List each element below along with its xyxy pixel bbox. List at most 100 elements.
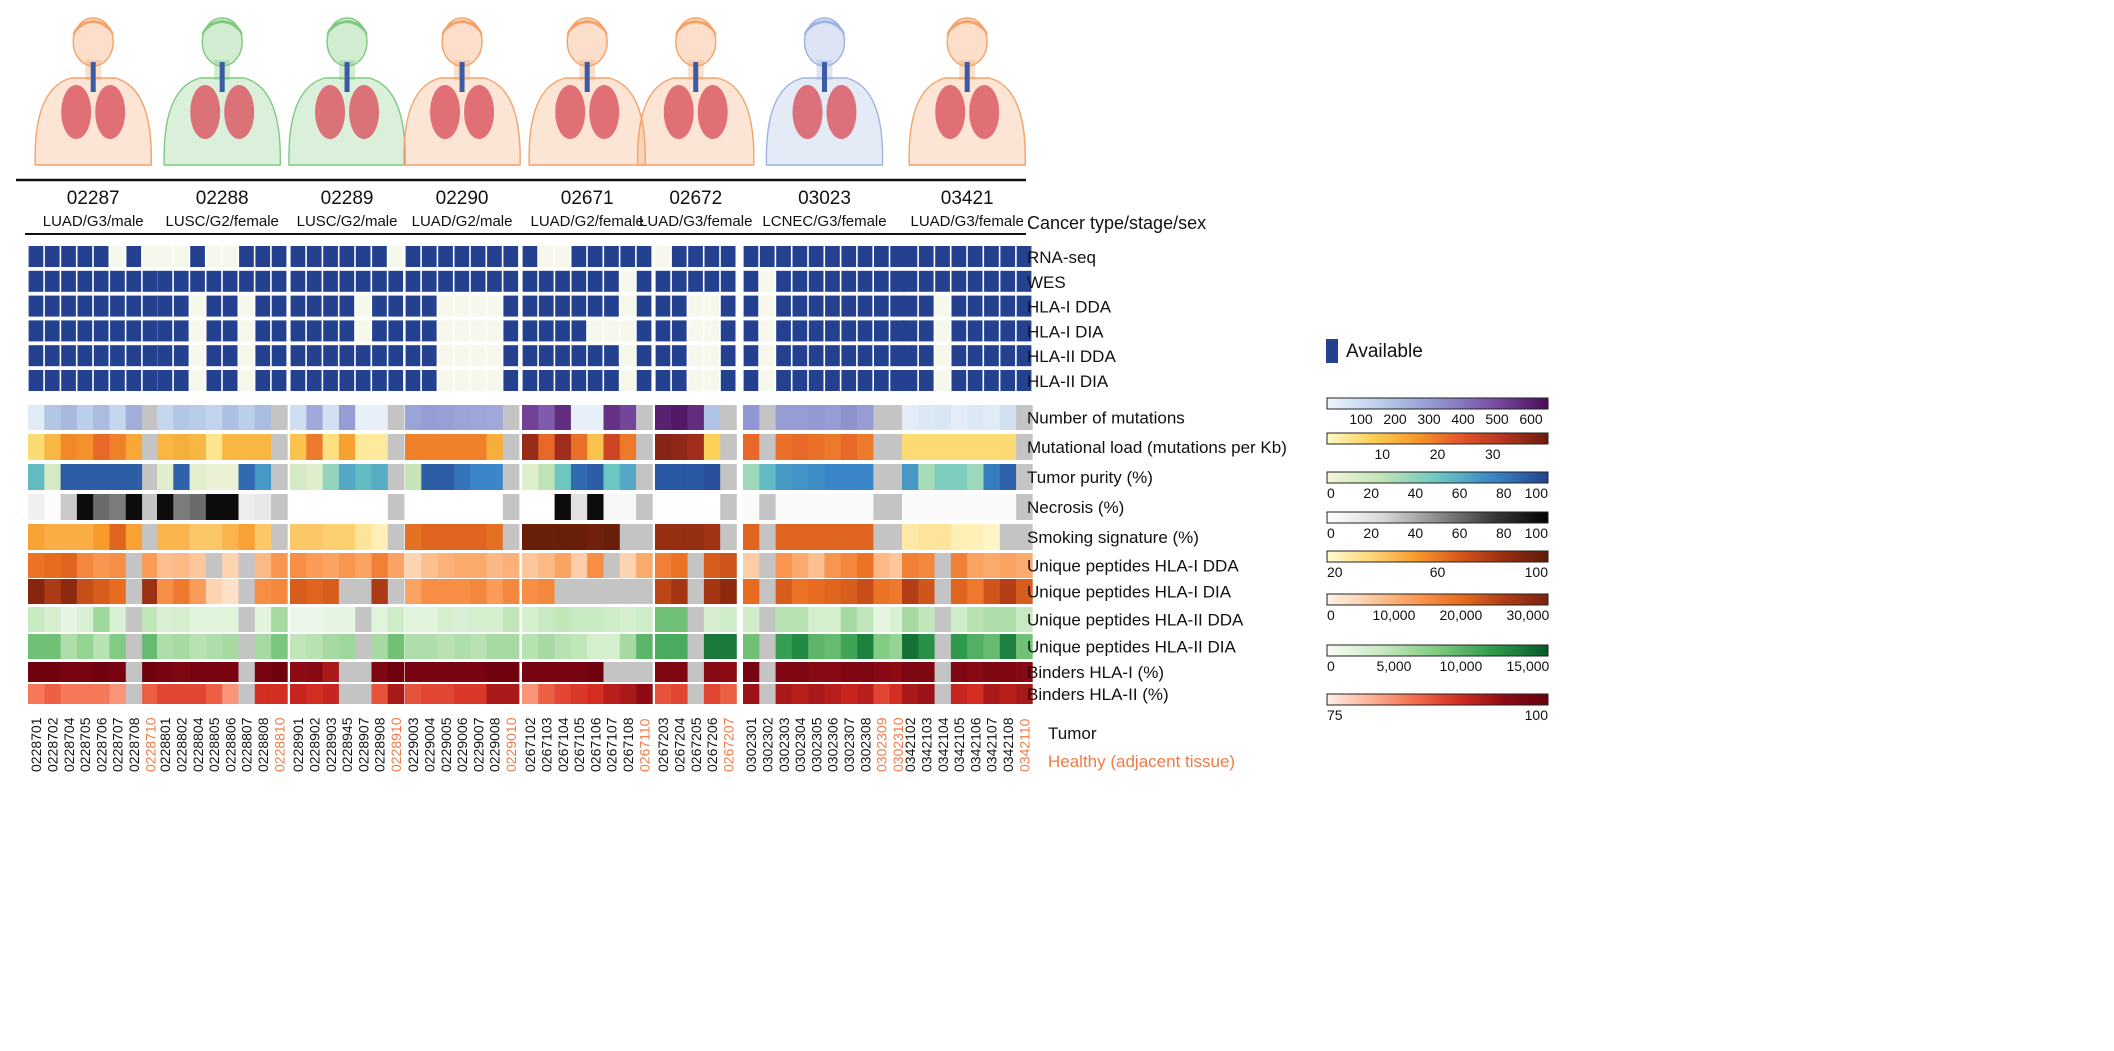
metric-cell [44, 579, 61, 604]
metric-cell [587, 684, 604, 704]
metric-cell [189, 607, 207, 632]
legend-tick-hla2: 10,000 [1440, 658, 1483, 674]
legend-tick-hla1: 20,000 [1440, 607, 1483, 623]
availability-cell [720, 246, 736, 267]
metric-cell [60, 662, 78, 682]
metric-cell [824, 553, 842, 578]
legend-colorbar-necrosis [1326, 511, 1549, 524]
metric-cell [703, 684, 721, 704]
metric-cell [671, 634, 688, 659]
availability-cell [935, 295, 950, 317]
availability-cell [61, 320, 76, 342]
metric-cell [619, 607, 637, 632]
metric-cell [703, 524, 721, 550]
metric-cell [636, 607, 653, 632]
sample-label-0267106: 0267106 [587, 717, 603, 772]
availability-cell [372, 345, 387, 367]
sample-label-0229008: 0229008 [487, 717, 503, 772]
metric-cell [522, 684, 539, 704]
metric-cell [322, 634, 340, 659]
metric-cell [93, 464, 110, 490]
metric-cell [671, 607, 688, 632]
metric-cell [222, 434, 239, 460]
metric-cell [306, 405, 323, 430]
metric-cell [554, 405, 572, 430]
metric-cell [322, 494, 340, 520]
metric-cell [759, 524, 776, 550]
availability-cell [1000, 320, 1016, 342]
patient-silhouette-02671 [528, 17, 646, 166]
sample-label-0229006: 0229006 [454, 717, 470, 772]
metric-cell [453, 524, 471, 550]
metric-cell [470, 434, 487, 460]
availability-cell [61, 295, 76, 317]
legend-tick-hla1: 0 [1327, 607, 1335, 623]
legend-tick-smoking: 20 [1327, 564, 1343, 580]
availability-cell [222, 246, 238, 267]
availability-cell [28, 246, 44, 267]
metric-cell [502, 553, 520, 578]
metric-cell [808, 464, 825, 490]
sample-label-0342104: 0342104 [935, 717, 951, 772]
metric-cell [437, 607, 455, 632]
metric-cell [918, 607, 935, 632]
metric-cell [824, 607, 842, 632]
patient-label-03023: LCNEC/G3/female [762, 213, 886, 230]
metric-cell [205, 579, 223, 604]
metric-cell [983, 607, 1001, 632]
availability-cell [388, 270, 404, 292]
sample-label-0267102: 0267102 [522, 717, 538, 772]
metric-cell [322, 553, 340, 578]
metric-cell [44, 464, 61, 490]
availability-cell [77, 270, 93, 292]
availability-cell [759, 246, 775, 267]
metric-cell [775, 524, 793, 550]
availability-cell [157, 295, 173, 317]
metric-cell [437, 553, 455, 578]
availability-cell [190, 270, 205, 292]
availability-cell [438, 295, 453, 317]
sample-label-0267108: 0267108 [620, 717, 636, 772]
metric-cell [918, 662, 935, 682]
availability-cell [984, 345, 999, 367]
metric-cell [93, 494, 110, 520]
metric-cell [522, 634, 539, 659]
metric-cell [322, 579, 340, 604]
metric-cell [983, 405, 1001, 430]
metric-cell [1016, 634, 1033, 659]
availability-row-label-3: HLA-I DIA [1027, 322, 1104, 341]
metric-cell [983, 464, 1001, 490]
sample-label-0228702: 0228702 [44, 717, 60, 772]
metric-cell [759, 434, 776, 460]
metric-cell [522, 553, 539, 578]
availability-cell [388, 246, 404, 267]
metric-cell [157, 464, 174, 490]
availability-cell [355, 370, 371, 391]
availability-cell [239, 370, 254, 391]
metric-cell [603, 553, 621, 578]
availability-cell [438, 370, 453, 391]
availability-cell [255, 370, 271, 391]
availability-cell [538, 370, 554, 391]
availability-cell [825, 320, 840, 342]
metric-cell [271, 579, 288, 604]
availability-cell [239, 295, 254, 317]
metric-cell [222, 634, 239, 659]
availability-cell [902, 295, 918, 317]
metric-cell [671, 662, 688, 682]
metric-cell [338, 553, 356, 578]
metric-cell [775, 553, 793, 578]
metric-cell [387, 607, 405, 632]
metric-cell [238, 494, 256, 520]
metric-cell [775, 464, 793, 490]
availability-cell [339, 295, 355, 317]
metric-cell [44, 524, 61, 550]
availability-cell [720, 320, 736, 342]
metric-cell [157, 684, 174, 704]
availability-cell [323, 345, 338, 367]
availability-cell [503, 370, 519, 391]
right-lung-shape [969, 85, 1000, 139]
metric-cell [222, 524, 239, 550]
metric-cell [189, 684, 207, 704]
availability-cell [421, 320, 437, 342]
